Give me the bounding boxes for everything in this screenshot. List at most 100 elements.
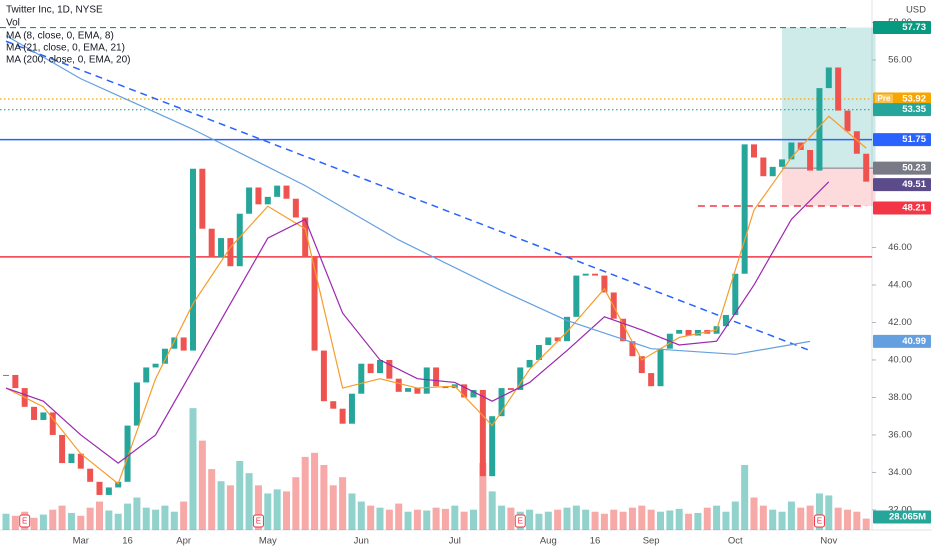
candle xyxy=(218,238,225,257)
candle xyxy=(526,359,533,368)
volume-bar xyxy=(572,505,580,530)
candle xyxy=(12,374,19,389)
candle xyxy=(358,363,365,394)
candle xyxy=(573,275,580,317)
moving-average xyxy=(5,181,830,464)
volume-bar xyxy=(292,477,300,530)
volume-bar xyxy=(638,505,646,530)
volume-bar xyxy=(441,508,449,530)
candle xyxy=(133,382,140,426)
candle xyxy=(835,67,842,111)
earnings-icon xyxy=(514,514,526,528)
volume-bar xyxy=(657,511,664,530)
volume-bar xyxy=(357,501,365,530)
volume-bar xyxy=(11,515,19,530)
price-badge xyxy=(873,334,931,348)
earnings-label: E xyxy=(817,517,822,526)
candle xyxy=(807,149,814,171)
candle xyxy=(779,159,786,167)
candle xyxy=(161,348,168,364)
price-badge xyxy=(873,178,931,192)
volume-bar xyxy=(498,505,506,530)
volume-bar xyxy=(628,507,636,530)
candle xyxy=(863,153,870,182)
candle xyxy=(190,168,196,351)
volume-bar xyxy=(806,505,814,530)
volume-bar xyxy=(600,513,608,530)
volume-bar xyxy=(339,477,347,530)
volume-bar xyxy=(507,507,515,530)
y-tick-label: 42.00 xyxy=(888,317,912,328)
x-tick-label: Nov xyxy=(820,536,837,547)
volume-bar xyxy=(750,497,758,530)
volume-bar xyxy=(395,503,403,530)
volume-bar xyxy=(161,505,169,530)
volume-bar xyxy=(96,501,103,530)
volume-bar xyxy=(254,485,262,530)
candle xyxy=(320,350,327,402)
y-tick-label: 46.00 xyxy=(888,242,912,253)
volume-bar xyxy=(834,507,842,530)
volume-bar xyxy=(376,507,384,530)
volume-bar xyxy=(226,485,234,530)
volume-bar xyxy=(329,485,337,530)
volume-bar xyxy=(825,495,833,530)
volume-bar xyxy=(544,511,552,530)
x-tick-label: Jul xyxy=(449,536,461,547)
volume-bar xyxy=(348,493,356,530)
badge-label: 51.75 xyxy=(902,134,926,145)
candle xyxy=(470,389,477,398)
y-tick-label: 38.00 xyxy=(888,392,912,403)
background-layer xyxy=(782,27,876,207)
x-tick-label: Jun xyxy=(354,536,369,547)
candle xyxy=(751,144,757,158)
candle xyxy=(143,367,150,383)
candle xyxy=(255,187,262,205)
candle xyxy=(844,110,851,132)
volume-bar xyxy=(404,511,412,530)
profit-zone xyxy=(782,27,876,169)
candle xyxy=(545,337,552,345)
volume-bar xyxy=(367,505,375,530)
candle xyxy=(816,88,823,171)
candle xyxy=(105,487,112,495)
volume-bar xyxy=(264,493,272,530)
volume-bar xyxy=(170,511,178,530)
volume-bar xyxy=(2,513,10,530)
candle xyxy=(274,185,281,197)
x-tick-label: 16 xyxy=(122,536,133,547)
candle xyxy=(68,453,75,464)
volume-bar xyxy=(30,517,38,530)
volume-bar xyxy=(787,501,795,530)
volume-bar xyxy=(423,510,431,530)
volume-bar xyxy=(563,507,571,530)
volume-bar xyxy=(86,507,94,530)
volume-bar xyxy=(311,452,319,530)
candle xyxy=(620,318,627,342)
volume-title: Vol xyxy=(6,18,20,29)
volume-bar xyxy=(797,507,805,530)
lines-layer xyxy=(0,26,872,352)
ma-legend: MA (200, close, 0, EMA, 20) xyxy=(6,55,131,66)
moving-average xyxy=(5,35,811,355)
volume-bar xyxy=(713,505,721,530)
volume-bar xyxy=(58,505,66,530)
candle xyxy=(152,363,159,368)
volume-bar xyxy=(67,512,75,530)
candle xyxy=(657,348,664,387)
volume-bar xyxy=(217,481,225,530)
volume-bar xyxy=(666,510,674,530)
candle xyxy=(601,275,608,293)
earnings-label: E xyxy=(22,517,27,526)
volume-bar xyxy=(301,456,309,530)
volume-bar xyxy=(114,513,122,530)
badge-label: 53.35 xyxy=(902,104,926,115)
candle xyxy=(87,468,94,482)
volume-bar xyxy=(591,511,599,530)
candle xyxy=(582,273,589,276)
x-tick-label: May xyxy=(259,536,277,547)
price-badge xyxy=(873,92,931,106)
volume-bar xyxy=(778,511,786,530)
candle xyxy=(825,67,832,89)
